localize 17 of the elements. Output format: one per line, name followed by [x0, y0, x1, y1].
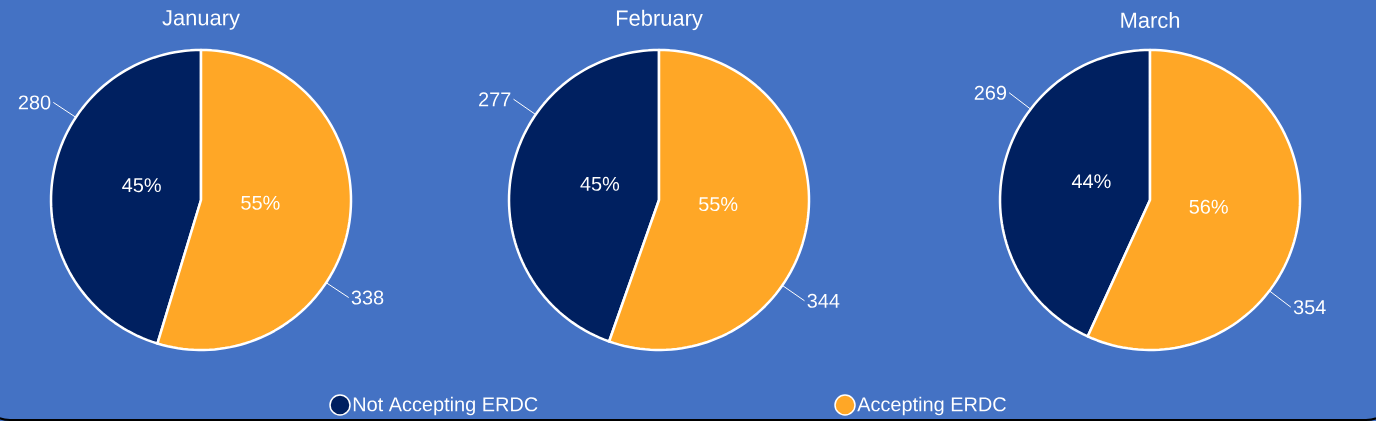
chart-title: March — [1121, 11, 1180, 29]
text: 55% — [699, 197, 738, 212]
chart-title: January — [162, 10, 240, 30]
text: 45% — [580, 176, 620, 191]
data-label: 277 — [479, 92, 511, 107]
data-label: 338 — [351, 290, 384, 305]
legend-label: Not Accepting ERDC — [353, 396, 538, 416]
text: 56% — [1189, 199, 1228, 214]
legend-label: Accepting ERDC — [857, 396, 1006, 416]
text: 55% — [241, 195, 280, 210]
chart-title: February — [616, 9, 703, 31]
text: 45% — [122, 178, 161, 193]
data-label: 269 — [974, 85, 1007, 100]
data-label: 354 — [1293, 300, 1326, 315]
text: 44% — [1071, 174, 1111, 189]
data-label: 344 — [807, 293, 840, 308]
data-label: 280 — [18, 95, 51, 110]
